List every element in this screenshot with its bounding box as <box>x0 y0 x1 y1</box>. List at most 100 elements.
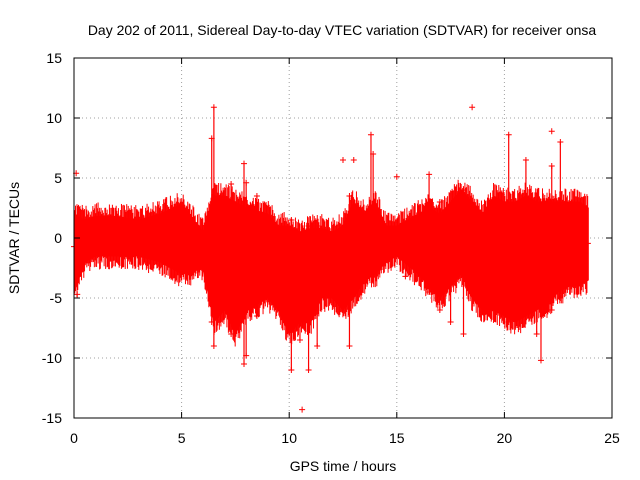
outlier-point <box>469 104 476 111</box>
y-tick-label: 10 <box>46 110 62 126</box>
data-point <box>288 217 295 223</box>
data-point <box>192 258 199 265</box>
data-point <box>163 258 170 265</box>
data-point <box>228 331 235 337</box>
data-point <box>293 277 300 284</box>
data-point <box>277 257 284 264</box>
data-point <box>497 263 504 270</box>
data-point <box>86 236 93 243</box>
data-point <box>370 259 377 265</box>
y-axis-label: SDTVAR / TECUs <box>6 182 22 294</box>
data-point <box>138 237 145 244</box>
data-point <box>453 232 460 239</box>
data-point <box>200 264 207 271</box>
data-point <box>479 257 486 264</box>
data-point <box>296 337 303 343</box>
data-point <box>486 256 493 263</box>
data-point <box>321 271 328 278</box>
data-point <box>424 233 431 240</box>
data-point <box>463 242 470 249</box>
data-point <box>179 259 186 266</box>
data-point <box>285 273 292 280</box>
data-point <box>213 257 220 264</box>
data-point <box>202 252 209 259</box>
data-point <box>171 257 178 264</box>
data-point <box>104 236 111 243</box>
data-point <box>538 250 545 257</box>
data-point <box>344 255 351 262</box>
data-point <box>205 251 212 258</box>
data-point <box>476 253 483 260</box>
outlier-point <box>548 128 555 135</box>
data-point <box>305 223 312 229</box>
x-tick-label: 0 <box>70 430 78 446</box>
data-point <box>429 240 436 247</box>
data-point <box>520 262 527 269</box>
data-point <box>243 352 250 359</box>
data-point <box>447 211 454 217</box>
data-point <box>215 256 222 263</box>
x-tick-label: 5 <box>178 430 186 446</box>
data-point <box>548 307 555 313</box>
data-point <box>530 253 537 260</box>
x-tick-label: 20 <box>497 430 513 446</box>
data-point <box>512 256 519 263</box>
data-point <box>569 246 576 253</box>
data-point <box>450 242 457 249</box>
data-point <box>436 199 443 205</box>
data-point <box>288 367 295 373</box>
data-point <box>246 251 253 258</box>
y-tick-label: 15 <box>46 50 62 66</box>
data-point <box>143 248 150 255</box>
data-point <box>435 241 442 248</box>
data-point <box>426 289 433 295</box>
data-point <box>515 254 522 261</box>
data-point <box>360 243 367 250</box>
data-point <box>314 343 321 349</box>
data-point <box>557 139 564 145</box>
data-point <box>401 231 408 238</box>
data-layer <box>71 104 591 413</box>
data-point <box>78 238 85 245</box>
data-point <box>122 242 129 249</box>
outlier-point <box>402 273 409 280</box>
data-point <box>505 131 512 138</box>
outlier-point <box>74 291 81 298</box>
y-tick-label: 5 <box>54 170 62 186</box>
data-point <box>460 331 467 337</box>
data-point <box>329 271 336 278</box>
data-point <box>109 239 116 246</box>
data-point <box>254 254 261 261</box>
data-point <box>367 271 374 277</box>
data-point <box>535 246 542 253</box>
data-point <box>458 232 465 239</box>
data-point <box>296 229 303 235</box>
data-point <box>533 199 540 205</box>
data-point <box>375 243 382 250</box>
data-point <box>422 234 429 241</box>
data-point <box>489 259 496 266</box>
x-tick-label: 10 <box>281 430 297 446</box>
data-point <box>528 252 535 259</box>
data-point <box>158 244 165 251</box>
data-point <box>386 244 393 251</box>
data-point <box>471 249 478 256</box>
data-point <box>223 258 230 265</box>
data-point <box>342 261 349 268</box>
x-axis: 0 5 10 15 20 25 <box>70 58 620 446</box>
data-point <box>411 231 418 238</box>
data-point <box>313 275 320 282</box>
data-point <box>130 238 137 245</box>
data-point <box>197 256 204 263</box>
y-tick-label: -10 <box>42 350 62 366</box>
y-tick-label: -5 <box>50 290 63 306</box>
chart-title: Day 202 of 2011, Sidereal Day-to-day VTE… <box>88 22 597 38</box>
data-point <box>409 235 416 242</box>
data-point <box>571 244 578 251</box>
data-point <box>339 260 346 267</box>
data-point <box>135 241 142 248</box>
data-point <box>174 258 181 265</box>
data-point <box>373 242 380 249</box>
data-point <box>564 242 571 249</box>
data-point <box>96 244 103 251</box>
